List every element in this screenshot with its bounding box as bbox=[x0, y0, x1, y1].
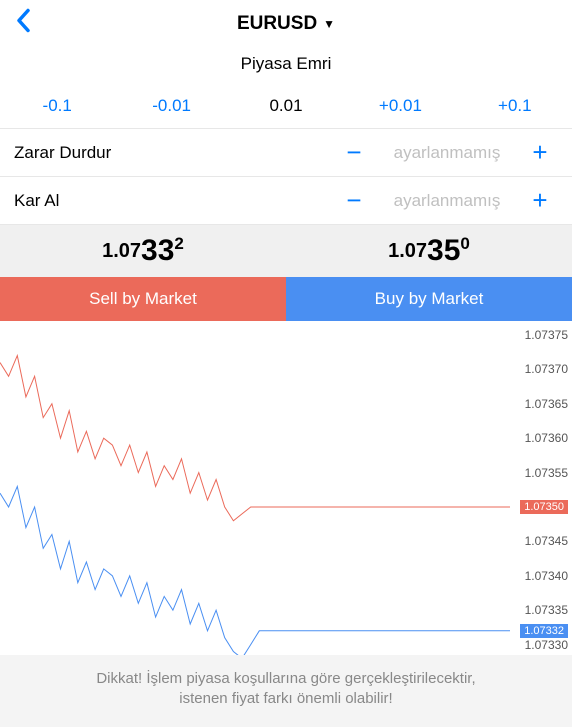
take-profit-minus[interactable]: − bbox=[336, 185, 372, 216]
bid-price: 1.07332 bbox=[0, 225, 286, 277]
y-axis-label: 1.07330 bbox=[525, 638, 568, 652]
stop-loss-minus[interactable]: − bbox=[336, 137, 372, 168]
bid-price-tag: 1.07332 bbox=[520, 624, 568, 638]
volume-value[interactable]: 0.01 bbox=[229, 92, 343, 120]
chevron-down-icon: ▼ bbox=[323, 17, 335, 31]
ask-price: 1.07350 bbox=[286, 225, 572, 277]
volume-minus-0.01[interactable]: -0.01 bbox=[114, 92, 228, 120]
bid-sup: 2 bbox=[174, 234, 183, 254]
volume-stepper: -0.1 -0.01 0.01 +0.01 +0.1 bbox=[0, 84, 572, 129]
order-type-label[interactable]: Piyasa Emri bbox=[0, 54, 572, 74]
stop-loss-input[interactable]: ayarlanmamış bbox=[372, 143, 522, 163]
bid-int: 1.07 bbox=[102, 240, 141, 263]
bid-big: 33 bbox=[141, 234, 174, 268]
take-profit-input[interactable]: ayarlanmamış bbox=[372, 191, 522, 211]
volume-plus-0.1[interactable]: +0.1 bbox=[458, 92, 572, 120]
volume-plus-0.01[interactable]: +0.01 bbox=[343, 92, 457, 120]
ask-int: 1.07 bbox=[388, 240, 427, 263]
y-axis-label: 1.07360 bbox=[525, 431, 568, 445]
warning-line2: istenen fiyat farkı önemli olabilir! bbox=[179, 690, 392, 707]
symbol-title-text: EURUSD bbox=[237, 13, 317, 35]
ask-big: 35 bbox=[427, 234, 460, 268]
ask-price-tag: 1.07350 bbox=[520, 500, 568, 514]
warning-line1: Dikkat! İşlem piyasa koşullarına göre ge… bbox=[96, 670, 475, 687]
price-chart: 1.073751.073701.073651.073601.073551.073… bbox=[0, 335, 572, 679]
buy-button[interactable]: Buy by Market bbox=[286, 277, 572, 321]
y-axis-label: 1.07355 bbox=[525, 466, 568, 480]
y-axis-label: 1.07340 bbox=[525, 569, 568, 583]
stop-loss-label: Zarar Durdur bbox=[14, 143, 336, 163]
take-profit-label: Kar Al bbox=[14, 191, 336, 211]
volume-minus-0.1[interactable]: -0.1 bbox=[0, 92, 114, 120]
y-axis-label: 1.07375 bbox=[525, 328, 568, 342]
stop-loss-plus[interactable]: + bbox=[522, 137, 558, 168]
y-axis-label: 1.07335 bbox=[525, 603, 568, 617]
bid-line bbox=[0, 486, 510, 658]
warning-note: Dikkat! İşlem piyasa koşullarına göre ge… bbox=[0, 655, 572, 727]
symbol-selector[interactable]: EURUSD ▼ bbox=[237, 13, 335, 35]
y-axis-label: 1.07345 bbox=[525, 534, 568, 548]
take-profit-plus[interactable]: + bbox=[522, 185, 558, 216]
y-axis-label: 1.07370 bbox=[525, 362, 568, 376]
y-axis-label: 1.07365 bbox=[525, 397, 568, 411]
price-bar: 1.07332 1.07350 bbox=[0, 225, 572, 277]
back-button[interactable] bbox=[14, 7, 32, 42]
ask-line bbox=[0, 356, 510, 521]
sell-button[interactable]: Sell by Market bbox=[0, 277, 286, 321]
ask-sup: 0 bbox=[460, 234, 469, 254]
